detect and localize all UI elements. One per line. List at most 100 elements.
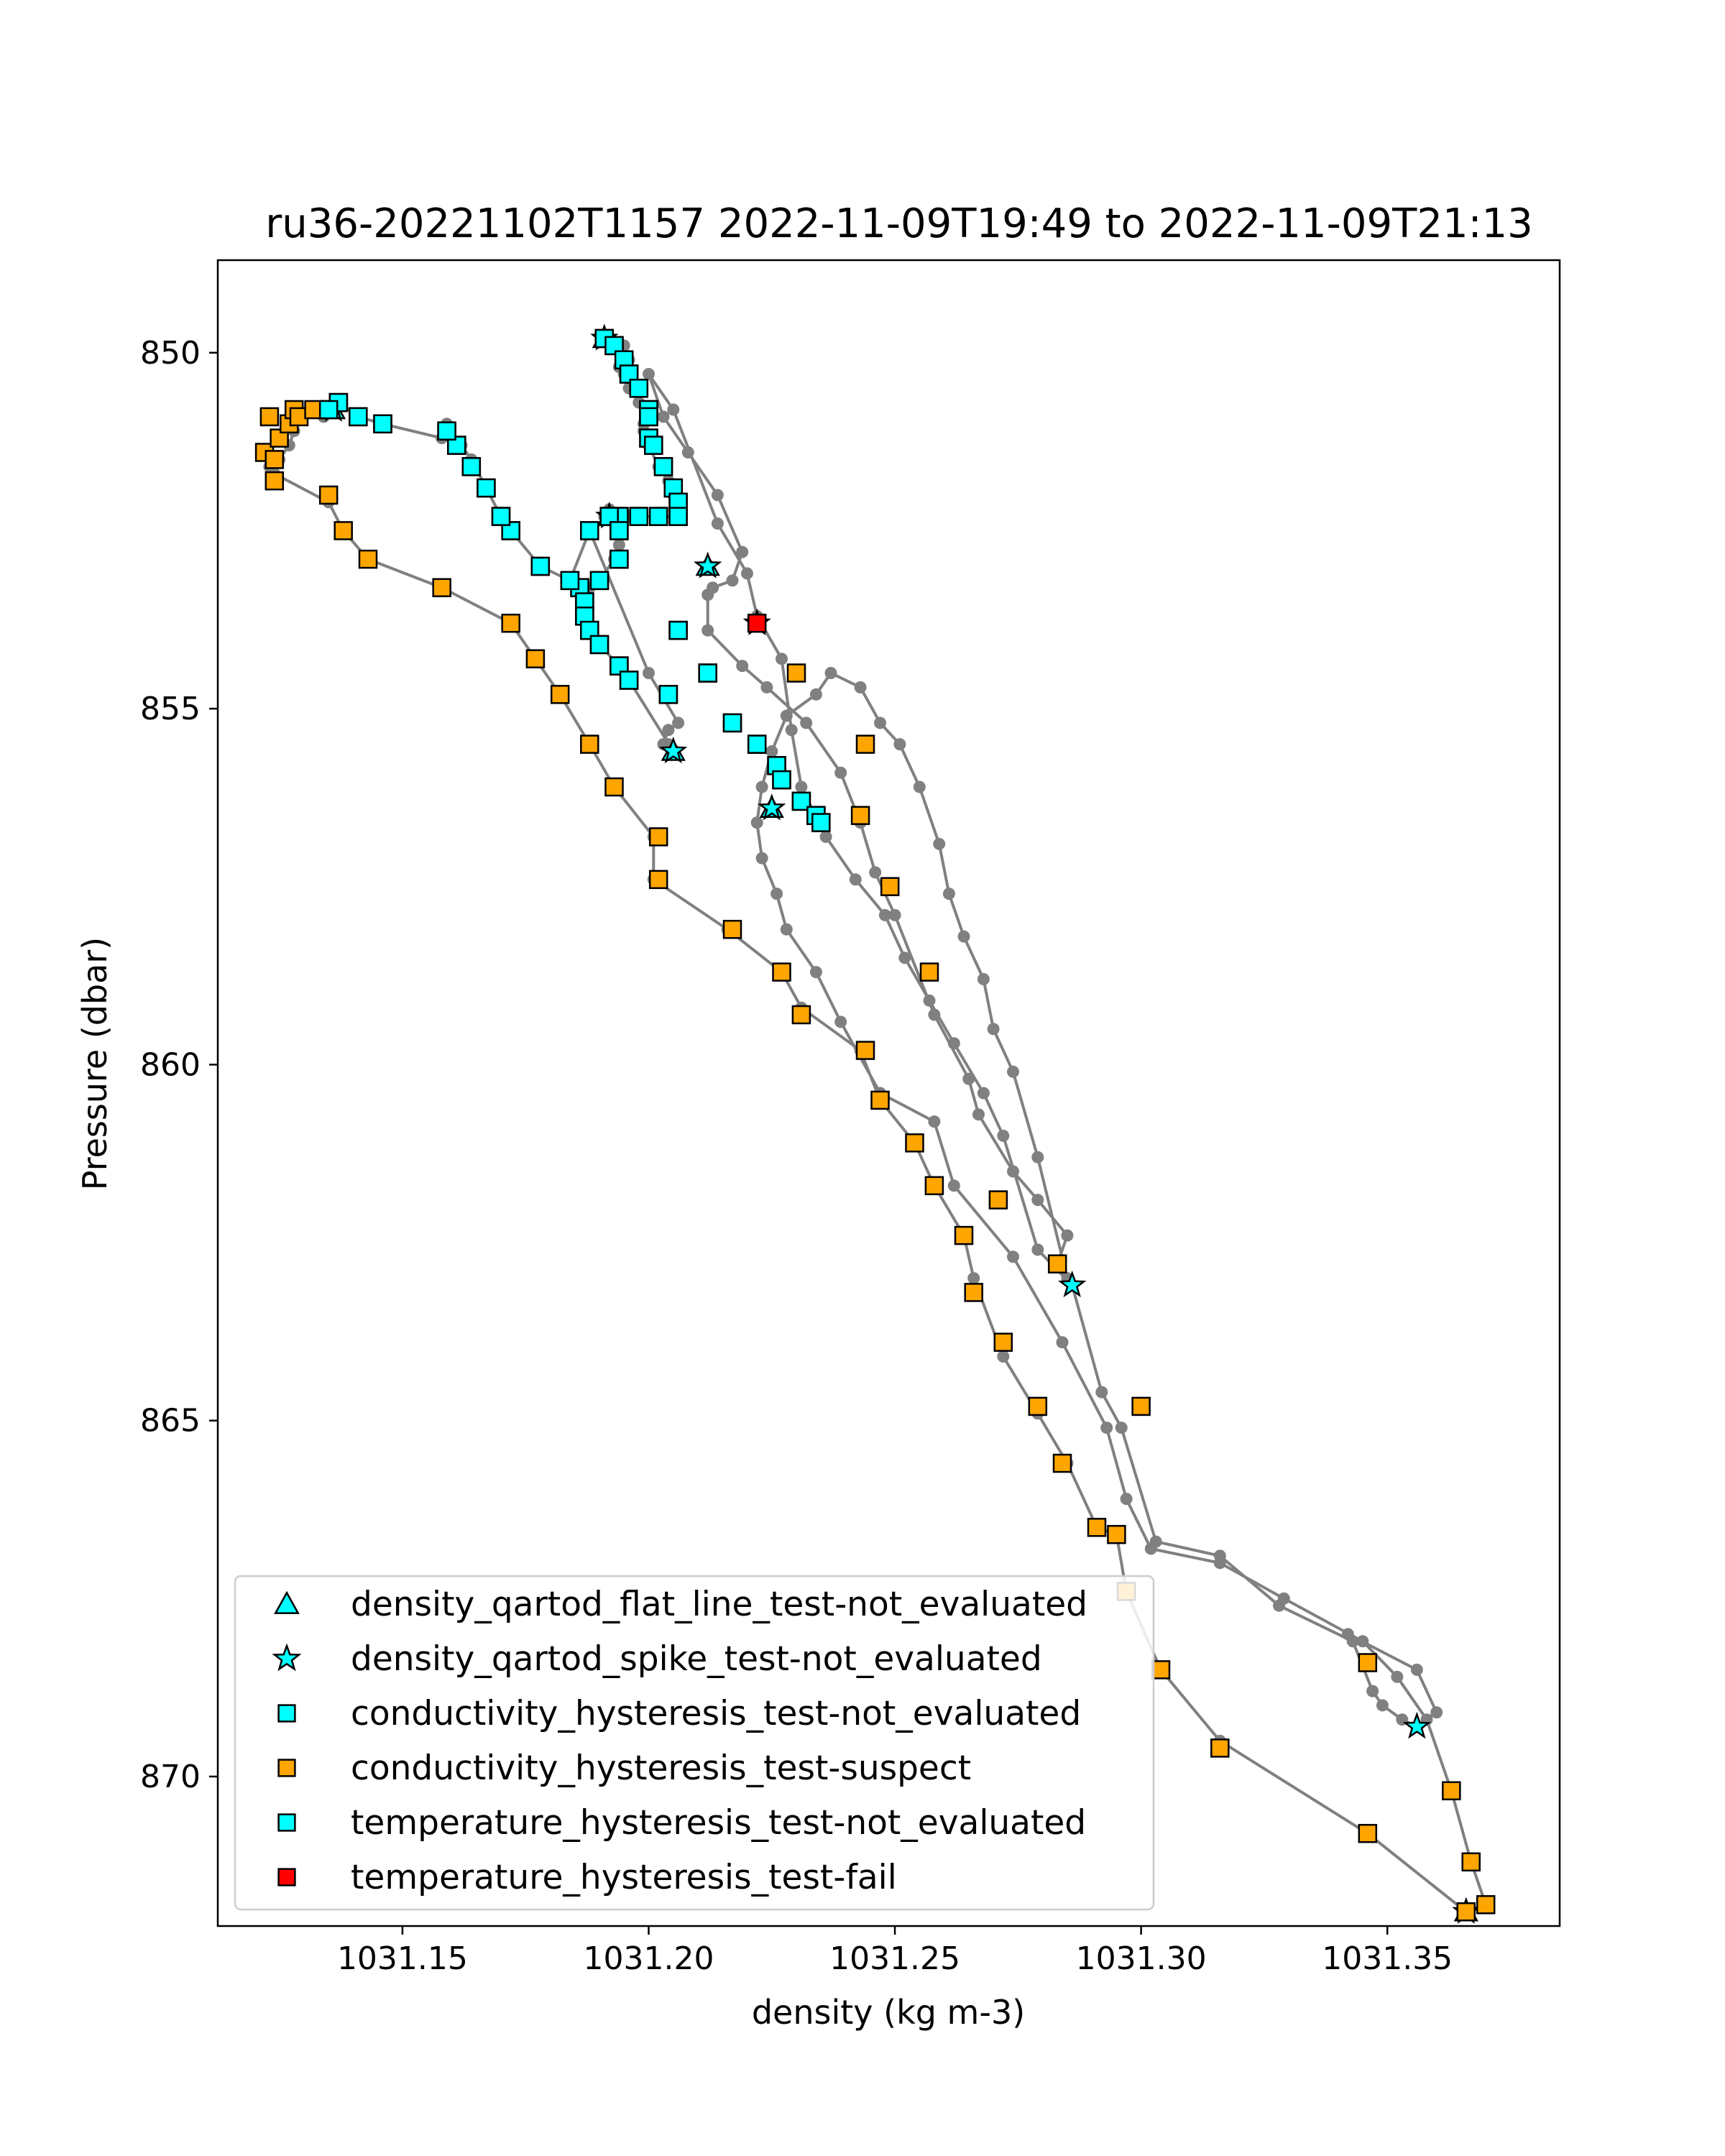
profile-point — [874, 717, 886, 729]
profile-point — [928, 1008, 941, 1021]
series-4-point — [772, 962, 791, 982]
profile-point — [1115, 1422, 1128, 1434]
series-5-point — [668, 507, 688, 526]
profile-point — [1430, 1706, 1443, 1719]
series-4-point — [1456, 1902, 1476, 1922]
y-tick-label: 855 — [140, 691, 201, 727]
series-4-point — [880, 877, 900, 896]
legend-label: density_qartod_flat_line_test-not_evalua… — [351, 1585, 1087, 1624]
profile-point — [987, 1023, 1000, 1036]
series-4-point — [1028, 1396, 1048, 1416]
profile-point — [819, 830, 832, 843]
series-5-point — [629, 507, 649, 526]
profile-point — [643, 667, 655, 679]
profile-point — [736, 660, 749, 673]
profile-point — [923, 994, 936, 1007]
profile-point — [1391, 1670, 1404, 1683]
profile-point — [997, 1350, 1010, 1363]
profile-point — [1356, 1635, 1369, 1648]
profile-point — [967, 1272, 980, 1285]
series-5-point — [477, 478, 496, 498]
profile-point — [928, 1115, 941, 1128]
series-5-point — [811, 813, 831, 832]
series-4-point — [358, 549, 378, 569]
series-2-point — [1057, 1270, 1087, 1298]
series-4-point — [954, 1225, 974, 1245]
profile-point — [1095, 1386, 1108, 1399]
series-5-point — [791, 791, 811, 811]
profile-point — [947, 1037, 960, 1050]
series-5-point — [589, 635, 610, 655]
profile-point — [913, 780, 926, 793]
series-4-point — [791, 1005, 811, 1025]
profile-point — [662, 724, 675, 737]
profile-point — [997, 1129, 1010, 1142]
profile-point — [741, 567, 753, 580]
y-tick-label: 865 — [140, 1403, 201, 1439]
profile-point — [1341, 1628, 1354, 1641]
profile-point — [1031, 1151, 1044, 1164]
series-4-point — [850, 806, 870, 825]
series-4-point — [1151, 1660, 1171, 1680]
profile-point — [612, 538, 625, 551]
x-axis-label: density (kg m-3) — [752, 1993, 1025, 2032]
x-tick-label: 1031.20 — [584, 1940, 714, 1977]
series-4-point — [264, 471, 285, 491]
profile-point — [707, 581, 719, 594]
profile-point — [972, 1108, 985, 1121]
legend-label: density_qartod_spike_test-not_evaluated — [351, 1639, 1042, 1679]
series-4-point — [264, 450, 285, 469]
profile-point — [785, 724, 798, 737]
legend-box — [234, 1575, 1155, 1911]
profile-point — [1273, 1599, 1285, 1612]
series-4 — [254, 400, 1496, 1922]
series-4-point — [1358, 1823, 1378, 1843]
series-5-point — [560, 571, 580, 591]
legend-marker — [277, 1813, 296, 1832]
series-4-point — [580, 734, 599, 754]
profile-point — [957, 930, 970, 943]
profile-point — [1031, 1194, 1044, 1207]
series-4-point — [525, 649, 546, 668]
series-4-point — [1476, 1895, 1496, 1915]
series-5-point — [589, 571, 610, 591]
profile-point — [942, 888, 955, 900]
profile-point — [776, 653, 788, 665]
profile-point — [1410, 1663, 1423, 1676]
profile-point — [755, 852, 768, 865]
y-tick-label: 870 — [140, 1759, 201, 1795]
legend: density_qartod_flat_line_test-not_evalua… — [234, 1575, 1155, 1911]
series-4-point — [1107, 1524, 1126, 1544]
profile-point — [657, 410, 670, 423]
legend-marker — [277, 1704, 296, 1723]
profile-point — [834, 1015, 847, 1028]
profile-point — [1007, 1250, 1019, 1263]
profile-point — [824, 667, 837, 679]
series-5-point — [610, 521, 629, 540]
profile-point — [681, 446, 694, 459]
series-4-point — [905, 1133, 924, 1153]
profile-point — [809, 688, 822, 701]
series-5-point — [629, 379, 649, 398]
plot-frame — [216, 259, 1561, 1927]
series-4-point — [1358, 1653, 1378, 1672]
series-4-point — [786, 663, 806, 683]
profile-point — [711, 489, 724, 502]
series-4-point — [259, 407, 280, 427]
series-2-point — [693, 551, 722, 579]
series-4-point — [988, 1190, 1008, 1210]
profile-point — [643, 368, 655, 380]
profile-point — [795, 780, 808, 793]
profile-point — [760, 681, 773, 694]
series-5-point — [648, 507, 668, 526]
profile-point — [780, 709, 793, 722]
profile-point — [726, 574, 739, 587]
series-2-point — [659, 736, 688, 764]
profile-point — [800, 717, 813, 729]
series-4-point — [501, 613, 520, 633]
profile-point — [1149, 1535, 1162, 1548]
profile-point — [854, 681, 867, 694]
profile-point — [898, 952, 911, 964]
series-4-point — [722, 919, 742, 939]
series-4-point — [1442, 1781, 1461, 1801]
